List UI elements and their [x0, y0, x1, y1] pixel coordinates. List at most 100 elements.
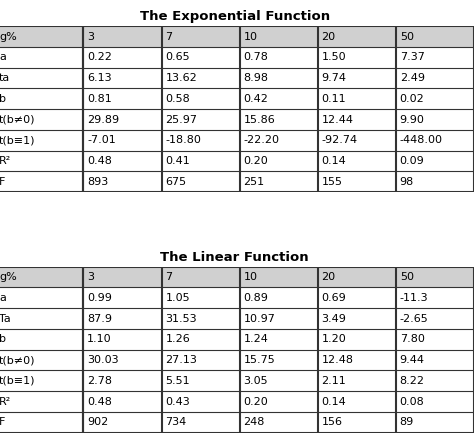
- Text: b: b: [0, 94, 6, 104]
- Text: 10: 10: [244, 31, 257, 42]
- Text: 9.74: 9.74: [322, 73, 346, 83]
- Bar: [396, 109, 474, 130]
- Bar: [0, 130, 83, 151]
- Bar: [240, 371, 318, 391]
- Bar: [396, 412, 474, 433]
- Text: 675: 675: [165, 177, 186, 187]
- Text: 7.80: 7.80: [400, 334, 425, 344]
- Text: -11.3: -11.3: [400, 293, 428, 303]
- Text: -448.00: -448.00: [400, 135, 443, 145]
- Text: 31.53: 31.53: [165, 314, 197, 323]
- Text: 10.97: 10.97: [244, 314, 275, 323]
- Bar: [240, 308, 318, 329]
- Text: 98: 98: [400, 177, 414, 187]
- Bar: [0, 68, 83, 88]
- Bar: [0, 47, 83, 68]
- Text: 0.78: 0.78: [244, 52, 268, 62]
- Text: -92.74: -92.74: [322, 135, 358, 145]
- Bar: [396, 267, 474, 288]
- Bar: [240, 151, 318, 171]
- Text: 902: 902: [87, 417, 109, 427]
- Text: 1.20: 1.20: [322, 334, 346, 344]
- Text: 0.09: 0.09: [400, 156, 425, 166]
- Bar: [162, 47, 240, 68]
- Bar: [162, 391, 240, 412]
- Text: 50: 50: [400, 31, 414, 42]
- Bar: [162, 130, 240, 151]
- Text: 0.14: 0.14: [322, 156, 346, 166]
- Bar: [162, 68, 240, 88]
- Bar: [0, 288, 83, 308]
- Bar: [396, 391, 474, 412]
- Text: 25.97: 25.97: [165, 114, 197, 125]
- Text: -22.20: -22.20: [244, 135, 280, 145]
- Bar: [318, 109, 396, 130]
- Bar: [83, 88, 162, 109]
- Text: b: b: [0, 334, 6, 344]
- Text: g%: g%: [0, 272, 17, 282]
- Text: g%: g%: [0, 31, 17, 42]
- Bar: [396, 350, 474, 371]
- Bar: [83, 350, 162, 371]
- Text: 7: 7: [165, 272, 173, 282]
- Text: 15.75: 15.75: [244, 355, 275, 365]
- Bar: [396, 68, 474, 88]
- Bar: [83, 109, 162, 130]
- Bar: [318, 329, 396, 350]
- Text: 87.9: 87.9: [87, 314, 112, 323]
- Bar: [162, 267, 240, 288]
- Text: t(b≠0): t(b≠0): [0, 114, 36, 125]
- Bar: [318, 171, 396, 192]
- Bar: [318, 371, 396, 391]
- Text: 0.20: 0.20: [244, 156, 268, 166]
- Bar: [0, 412, 83, 433]
- Bar: [396, 26, 474, 47]
- Text: 155: 155: [322, 177, 343, 187]
- Bar: [318, 130, 396, 151]
- Text: 7.37: 7.37: [400, 52, 425, 62]
- Text: 5.51: 5.51: [165, 376, 190, 386]
- Text: 20: 20: [322, 31, 336, 42]
- Text: 0.65: 0.65: [165, 52, 190, 62]
- Bar: [240, 350, 318, 371]
- Bar: [83, 267, 162, 288]
- Bar: [318, 308, 396, 329]
- Text: 0.58: 0.58: [165, 94, 190, 104]
- Text: 2.49: 2.49: [400, 73, 425, 83]
- Bar: [0, 308, 83, 329]
- Text: -2.65: -2.65: [400, 314, 428, 323]
- Bar: [162, 171, 240, 192]
- Text: 7: 7: [165, 31, 173, 42]
- Text: 156: 156: [322, 417, 343, 427]
- Bar: [240, 329, 318, 350]
- Bar: [83, 26, 162, 47]
- Text: 27.13: 27.13: [165, 355, 197, 365]
- Text: F: F: [0, 417, 6, 427]
- Bar: [396, 171, 474, 192]
- Bar: [240, 68, 318, 88]
- Bar: [0, 350, 83, 371]
- Bar: [162, 308, 240, 329]
- Text: 0.99: 0.99: [87, 293, 112, 303]
- Text: 0.69: 0.69: [322, 293, 346, 303]
- Bar: [0, 151, 83, 171]
- Text: 0.20: 0.20: [244, 396, 268, 406]
- Bar: [396, 47, 474, 68]
- Bar: [0, 329, 83, 350]
- Bar: [83, 47, 162, 68]
- Text: 0.42: 0.42: [244, 94, 268, 104]
- Text: t(b≡1): t(b≡1): [0, 376, 36, 386]
- Text: 0.89: 0.89: [244, 293, 268, 303]
- Text: 9.90: 9.90: [400, 114, 425, 125]
- Text: t(b≡1): t(b≡1): [0, 135, 36, 145]
- Text: The Linear Function: The Linear Function: [160, 251, 309, 264]
- Bar: [83, 371, 162, 391]
- Text: 2.11: 2.11: [322, 376, 346, 386]
- Bar: [162, 350, 240, 371]
- Bar: [396, 371, 474, 391]
- Text: 89: 89: [400, 417, 414, 427]
- Bar: [83, 130, 162, 151]
- Text: 10: 10: [244, 272, 257, 282]
- Text: ta: ta: [0, 73, 10, 83]
- Bar: [162, 371, 240, 391]
